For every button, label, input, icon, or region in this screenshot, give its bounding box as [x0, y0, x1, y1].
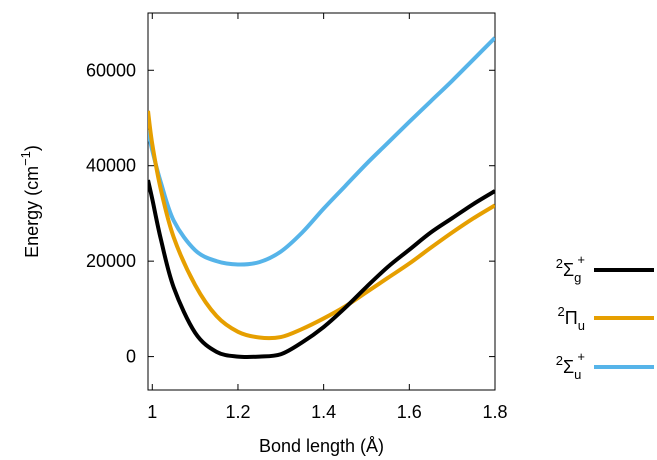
series-line-2 [148, 36, 495, 267]
legend-label: 2Πu [558, 304, 585, 333]
legend-label: 2Σu+ [556, 349, 585, 382]
series-line-1 [148, 110, 495, 341]
series-lines [148, 36, 495, 360]
y-axis-label: Energy (cm−1) [18, 145, 42, 258]
x-tick-label: 1.6 [397, 402, 422, 422]
y-tick-label: 20000 [86, 251, 136, 271]
x-axis-label: Bond length (Å) [259, 436, 384, 456]
x-tick-label: 1.8 [482, 402, 507, 422]
legend: 2Σg+ 2Πu 2Σu+ [556, 252, 654, 382]
y-tick-label: 40000 [86, 156, 136, 176]
x-tick-label: 1.2 [225, 402, 250, 422]
series-line-0 [148, 179, 495, 360]
legend-label: 2Σg+ [556, 252, 585, 285]
axes [147, 12, 496, 391]
x-tick-label: 1 [147, 402, 157, 422]
y-tick-label: 0 [126, 347, 136, 367]
y-tick-label: 60000 [86, 60, 136, 80]
plot-frame [147, 12, 496, 391]
ticks: 1 1.2 1.4 1.6 1.8 0 20000 40000 60000 [86, 13, 508, 422]
x-tick-label: 1.4 [311, 402, 336, 422]
